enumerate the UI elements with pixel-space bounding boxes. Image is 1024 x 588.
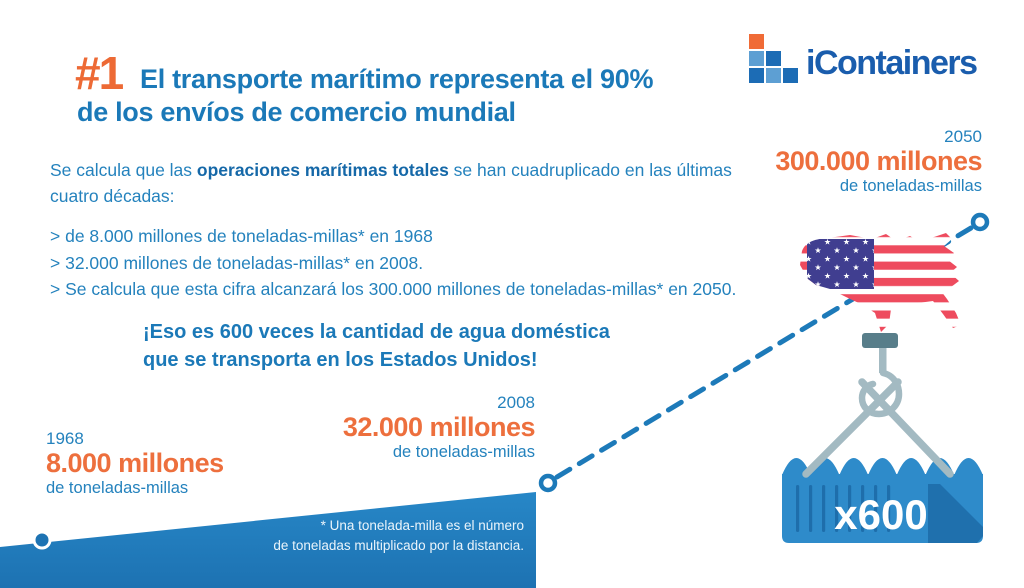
milestone-value: 8.000 millones (46, 448, 224, 478)
milestone-unit: de toneladas-millas (839, 177, 982, 195)
bullet-item-1968: > de 8.000 millones de toneladas-millas*… (50, 226, 433, 246)
crane-container-illustration: x600 (782, 333, 983, 543)
page-title-line1: El transporte marítimo representa el 90% (140, 64, 654, 94)
page-title-line2: de los envíos de comercio mundial (77, 97, 516, 127)
icontainers-logo-text: iContainers (806, 44, 978, 82)
milestone-year: 2008 (497, 393, 535, 412)
point-2008-ring (538, 473, 558, 493)
highlight-statement: ¡Eso es 600 veces la cantidad de agua do… (143, 318, 610, 374)
solid-growth-wedge (0, 492, 536, 588)
logo-square (749, 34, 764, 49)
icontainers-logo-icon (749, 34, 798, 83)
milestone-value: 300.000 millones (775, 146, 982, 176)
spreader-arms-icon (802, 378, 954, 478)
point-1968-dot (32, 530, 52, 550)
footnote-line2: de toneladas multiplicado por la distanc… (273, 538, 524, 553)
logo-square (766, 51, 781, 66)
highlight-line1: ¡Eso es 600 veces la cantidad de agua do… (143, 321, 610, 343)
intro-paragraph: Se calcula que las operaciones marítimas… (50, 157, 740, 209)
usa-flag-map-icon (800, 233, 961, 332)
point-2050-ring (970, 212, 990, 232)
footnote-line1: * Una tonelada-milla es el número (320, 518, 524, 533)
milestone-unit: de toneladas-millas (46, 479, 189, 497)
crane-trolley (862, 333, 898, 348)
footnote: * Una tonelada-milla es el número de ton… (273, 516, 524, 556)
intro-pre: Se calcula que las (50, 160, 197, 180)
milestone-year: 2050 (944, 127, 982, 146)
highlight-line2: que se transporta en los Estados Unidos! (143, 349, 538, 371)
water-waves (782, 458, 983, 484)
milestone-year: 1968 (46, 429, 84, 448)
crane-hook-icon (858, 369, 903, 418)
milestone-unit: de toneladas-millas (392, 443, 535, 461)
container-label: x600 (834, 491, 927, 538)
milestone-value: 32.000 millones (342, 412, 536, 442)
milestone-1968: 1968 8.000 millones de toneladas-millas (46, 428, 224, 499)
bullet-list: > de 8.000 millones de toneladas-millas*… (50, 223, 840, 303)
bullet-item-2008: > 32.000 millones de toneladas-millas* e… (50, 252, 424, 273)
logo-square (766, 68, 781, 83)
container-shadow-fold (928, 472, 983, 543)
crane-cable (879, 345, 887, 373)
rank-number: #1 (75, 47, 124, 99)
milestone-2050: 2050 300.000 millones de toneladas-milla… (775, 126, 982, 197)
milestone-2008: 2008 32.000 millones de toneladas-millas (342, 392, 536, 463)
flag-stars (807, 239, 874, 289)
logo-square (749, 51, 764, 66)
container-corrugations (796, 485, 891, 532)
intro-bold: operaciones marítimas totales (196, 160, 449, 180)
intro-post: se han cuadruplicado en las últimas cuat… (50, 160, 732, 206)
logo-square (749, 68, 764, 83)
logo-square (783, 68, 798, 83)
bullet-item-2050: > Se calcula que esta cifra alcanzará lo… (50, 279, 737, 299)
